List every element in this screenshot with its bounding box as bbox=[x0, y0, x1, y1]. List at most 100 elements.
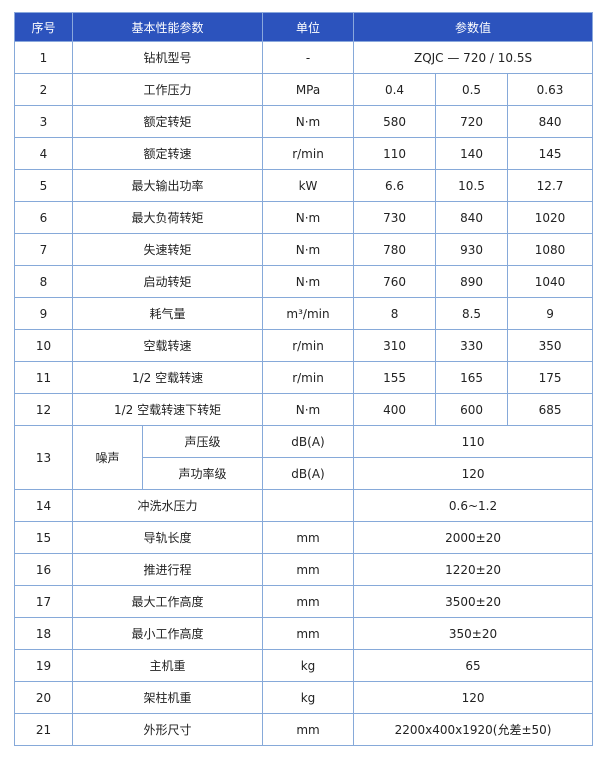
table-row: 16 推进行程 mm 1220±20 bbox=[14, 553, 594, 586]
param-name: 冲洗水压力 bbox=[71, 489, 264, 522]
row-no: 19 bbox=[14, 649, 73, 682]
row-no: 11 bbox=[14, 361, 73, 394]
row-no: 4 bbox=[14, 137, 73, 170]
row-no: 2 bbox=[14, 73, 73, 106]
table-row: 18 最小工作高度 mm 350±20 bbox=[14, 617, 594, 650]
param-value: 0.4 bbox=[353, 73, 437, 106]
param-name: 失速转矩 bbox=[71, 233, 264, 266]
param-value: 760 bbox=[353, 265, 437, 298]
param-value: 145 bbox=[507, 137, 594, 170]
table-row: 7 失速转矩 N·m 780 930 1080 bbox=[14, 233, 594, 266]
param-value: 0.63 bbox=[507, 73, 594, 106]
row-no: 6 bbox=[14, 201, 73, 234]
param-name: 噪声 bbox=[72, 425, 143, 490]
param-name: 外形尺寸 bbox=[71, 713, 264, 746]
param-value: 330 bbox=[435, 329, 509, 362]
table-row: 4 额定转速 r/min 110 140 145 bbox=[14, 137, 594, 170]
param-value: 720 bbox=[435, 105, 509, 138]
row-no: 8 bbox=[14, 265, 73, 298]
param-value: 1040 bbox=[507, 265, 594, 298]
param-value: 350±20 bbox=[353, 617, 594, 650]
unit: mm bbox=[262, 585, 355, 618]
param-value: 12.7 bbox=[507, 169, 594, 202]
unit: mm bbox=[262, 553, 355, 586]
param-value: 1020 bbox=[507, 201, 594, 234]
table-row: 10 空载转速 r/min 310 330 350 bbox=[14, 329, 594, 362]
param-name: 1/2 空载转速下转矩 bbox=[71, 393, 264, 426]
unit: dB(A) bbox=[262, 457, 355, 490]
row-no: 14 bbox=[14, 489, 73, 522]
param-name: 钻机型号 bbox=[71, 41, 264, 74]
unit: MPa bbox=[262, 73, 355, 106]
row-no: 15 bbox=[14, 521, 73, 554]
param-name: 启动转矩 bbox=[71, 265, 264, 298]
row-no: 18 bbox=[14, 617, 73, 650]
param-value: 140 bbox=[435, 137, 509, 170]
table-row: 1 钻机型号 - ZQJC — 720 / 10.5S bbox=[14, 41, 594, 74]
param-value: 890 bbox=[435, 265, 509, 298]
spec-table: 序号 基本性能参数 单位 参数值 1 钻机型号 - ZQJC — 720 / 10.5… bbox=[14, 12, 594, 746]
param-name: 工作压力 bbox=[71, 73, 264, 106]
param-value: 400 bbox=[353, 393, 437, 426]
row-no: 17 bbox=[14, 585, 73, 618]
unit: N·m bbox=[262, 105, 355, 138]
table-row: 15 导轨长度 mm 2000±20 bbox=[14, 521, 594, 554]
param-value: 6.6 bbox=[353, 169, 437, 202]
param-name: 最大工作高度 bbox=[71, 585, 264, 618]
param-name: 空载转速 bbox=[71, 329, 264, 362]
table-row: 19 主机重 kg 65 bbox=[14, 649, 594, 682]
unit: N·m bbox=[262, 265, 355, 298]
param-value: 8.5 bbox=[435, 297, 509, 330]
unit: mm bbox=[262, 521, 355, 554]
header-no: 序号 bbox=[14, 12, 73, 42]
param-value: 310 bbox=[353, 329, 437, 362]
sub-param-name: 声功率级 bbox=[141, 457, 264, 490]
table-row: 2 工作压力 MPa 0.4 0.5 0.63 bbox=[14, 73, 594, 106]
param-name: 最大输出功率 bbox=[71, 169, 264, 202]
unit: N·m bbox=[262, 393, 355, 426]
param-name: 1/2 空载转速 bbox=[71, 361, 264, 394]
param-name: 架柱机重 bbox=[71, 681, 264, 714]
unit bbox=[262, 489, 355, 522]
header-unit: 单位 bbox=[262, 12, 355, 42]
param-value: 120 bbox=[353, 457, 594, 490]
param-value: 165 bbox=[435, 361, 509, 394]
table-row: 14 冲洗水压力 0.6~1.2 bbox=[14, 489, 594, 522]
row-no: 9 bbox=[14, 297, 73, 330]
table-row: 21 外形尺寸 mm 2200x400x1920(允差±50) bbox=[14, 713, 594, 746]
table-row: 12 1/2 空载转速下转矩 N·m 400 600 685 bbox=[14, 393, 594, 426]
param-value: 930 bbox=[435, 233, 509, 266]
param-value: 685 bbox=[507, 393, 594, 426]
param-value: 110 bbox=[353, 425, 594, 458]
param-value: 350 bbox=[507, 329, 594, 362]
row-no: 7 bbox=[14, 233, 73, 266]
table-row: 8 启动转矩 N·m 760 890 1040 bbox=[14, 265, 594, 298]
param-value: 10.5 bbox=[435, 169, 509, 202]
param-name: 额定转速 bbox=[71, 137, 264, 170]
table-row: 20 架柱机重 kg 120 bbox=[14, 681, 594, 714]
header-value: 参数值 bbox=[353, 12, 594, 42]
param-value: 580 bbox=[353, 105, 437, 138]
table-row: 9 耗气量 m³/min 8 8.5 9 bbox=[14, 297, 594, 330]
param-value: 8 bbox=[353, 297, 437, 330]
param-value: 1220±20 bbox=[353, 553, 594, 586]
unit: r/min bbox=[262, 361, 355, 394]
param-name: 耗气量 bbox=[71, 297, 264, 330]
param-value: 65 bbox=[353, 649, 594, 682]
table-row: 5 最大输出功率 kW 6.6 10.5 12.7 bbox=[14, 169, 594, 202]
table-row: 13 噪声 声压级 dB(A) 110 bbox=[14, 425, 594, 490]
param-value: 730 bbox=[353, 201, 437, 234]
param-value: 9 bbox=[507, 297, 594, 330]
row-no: 3 bbox=[14, 105, 73, 138]
unit: mm bbox=[262, 617, 355, 650]
unit: r/min bbox=[262, 137, 355, 170]
param-value: 840 bbox=[435, 201, 509, 234]
unit: - bbox=[262, 41, 355, 74]
param-value: 2200x400x1920(允差±50) bbox=[353, 713, 594, 746]
param-value: ZQJC — 720 / 10.5S bbox=[353, 41, 594, 74]
param-name: 额定转矩 bbox=[71, 105, 264, 138]
unit: dB(A) bbox=[262, 425, 355, 458]
sub-param-name: 声压级 bbox=[141, 425, 264, 458]
param-name: 推进行程 bbox=[71, 553, 264, 586]
row-no: 20 bbox=[14, 681, 73, 714]
